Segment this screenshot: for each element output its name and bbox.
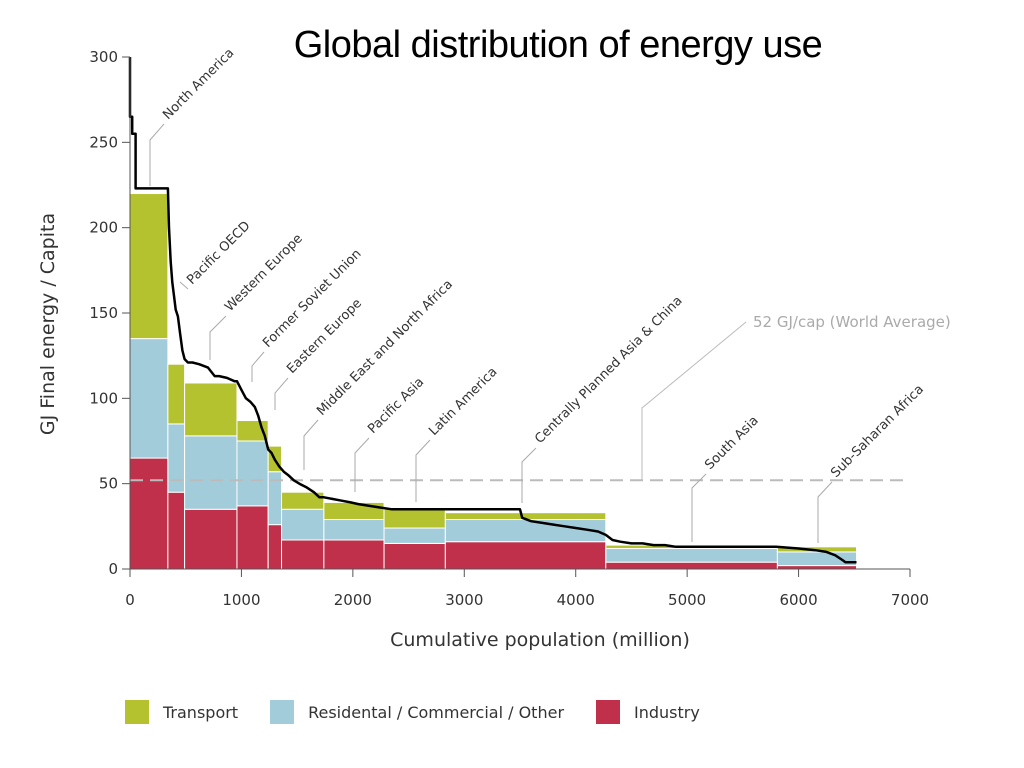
world-average-line: 52 GJ/cap (World Average) <box>130 313 951 482</box>
x-tick-label-4000: 4000 <box>557 591 595 609</box>
x-tick-label-5000: 5000 <box>668 591 706 609</box>
bar-eastern-europe-industry <box>267 524 283 570</box>
bar-latin-america-transport <box>383 507 446 529</box>
x-tick-label-7000: 7000 <box>891 591 929 609</box>
bar-south-asia-residential <box>605 548 778 563</box>
legend-item-industry: Industry <box>596 700 700 724</box>
y-axis-title: GJ Final energy / Capita <box>37 213 59 435</box>
y-tick-label-50: 50 <box>99 475 118 493</box>
region-label-pacific-asia: Pacific Asia <box>365 375 427 437</box>
envelope-line-group <box>128 57 857 564</box>
y-tick-label-0: 0 <box>108 560 118 578</box>
legend-label-residential: Residental / Commercial / Other <box>308 702 565 722</box>
legend-item-transport: Transport <box>125 700 238 724</box>
leader-south-asia <box>691 473 707 542</box>
bar-north-america-industry <box>129 457 169 570</box>
legend-swatch-industry <box>596 700 621 724</box>
bar-latin-america-residential <box>383 527 446 544</box>
bar-pacific-oecd-industry <box>167 491 186 570</box>
legend-label-industry: Industry <box>634 702 700 722</box>
leader-centrally-planned-asia-and-china <box>521 447 537 503</box>
y-tick-label-250: 250 <box>89 133 118 151</box>
y-tick-label-150: 150 <box>89 304 118 322</box>
world-average-label: 52 GJ/cap (World Average) <box>753 313 951 331</box>
x-tick-label-2000: 2000 <box>334 591 372 609</box>
leader-former-soviet-union <box>251 351 265 382</box>
chart-title: Global distribution of energy use <box>293 24 823 66</box>
bar-pacific-oecd-transport <box>167 363 186 425</box>
leader-pacific-oecd <box>179 281 189 290</box>
legend-item-residential: Residental / Commercial / Other <box>270 700 564 724</box>
x-tick-label-1000: 1000 <box>222 591 260 609</box>
leader-sub-saharan-africa <box>817 481 833 543</box>
x-tick-label-6000: 6000 <box>779 591 817 609</box>
region-label-north-america: North America <box>160 46 237 123</box>
bar-middle-east-and-north-africa-industry <box>281 539 325 570</box>
bar-north-america-residential <box>129 338 169 459</box>
leader-middle-east-and-north-africa <box>303 419 319 470</box>
y-tick-label-300: 300 <box>89 48 118 66</box>
leader-north-america <box>149 123 165 186</box>
bar-former-soviet-union-residential <box>236 440 269 507</box>
leader-western-europe <box>209 315 227 360</box>
x-tick-label-3000: 3000 <box>445 591 483 609</box>
region-label-south-asia: South Asia <box>702 413 762 473</box>
bar-pacific-asia-transport <box>323 501 385 521</box>
legend: Transport Residental / Commercial / Othe… <box>125 699 700 725</box>
region-label-middle-east-and-north-africa: Middle East and North Africa <box>314 277 456 419</box>
envelope-line <box>128 57 857 564</box>
legend-swatch-residential <box>270 700 295 724</box>
bar-sub-saharan-africa-residential <box>776 551 858 567</box>
bar-western-europe-industry <box>184 508 238 570</box>
bar-western-europe-residential <box>184 435 238 510</box>
leader-latin-america <box>415 439 431 502</box>
stacked-bars <box>129 193 858 570</box>
leader-eastern-europe <box>274 377 289 410</box>
region-label-sub-saharan-africa: Sub-Saharan Africa <box>828 382 927 481</box>
x-axis-title: Cumulative population (million) <box>390 629 690 651</box>
x-tick-label-0: 0 <box>125 591 135 609</box>
region-label-centrally-planned-asia-and-china: Centrally Planned Asia & China <box>532 293 685 446</box>
bar-south-asia-industry <box>605 561 778 570</box>
bar-former-soviet-union-industry <box>236 505 269 570</box>
y-tick-label-200: 200 <box>89 219 118 237</box>
region-label-latin-america: Latin America <box>426 365 500 439</box>
bar-pacific-asia-residential <box>323 519 385 541</box>
bar-middle-east-and-north-africa-transport <box>281 491 325 510</box>
bar-centrally-planned-asia-and-china-residential <box>444 519 607 543</box>
bar-middle-east-and-north-africa-residential <box>281 508 325 541</box>
y-tick-label-100: 100 <box>89 389 118 407</box>
bar-centrally-planned-asia-and-china-industry <box>444 541 607 570</box>
bar-pacific-oecd-residential <box>167 423 186 493</box>
leader-pacific-asia <box>354 437 370 492</box>
region-label-pacific-oecd: Pacific OECD <box>184 219 253 288</box>
bar-north-america-transport <box>129 193 169 340</box>
bar-pacific-asia-industry <box>323 539 385 570</box>
bar-sub-saharan-africa-industry <box>776 565 858 570</box>
legend-swatch-transport <box>125 700 149 724</box>
bar-latin-america-industry <box>383 542 446 570</box>
bar-western-europe-transport <box>184 382 238 437</box>
legend-label-transport: Transport <box>163 702 239 722</box>
world-average-leader <box>641 321 747 481</box>
